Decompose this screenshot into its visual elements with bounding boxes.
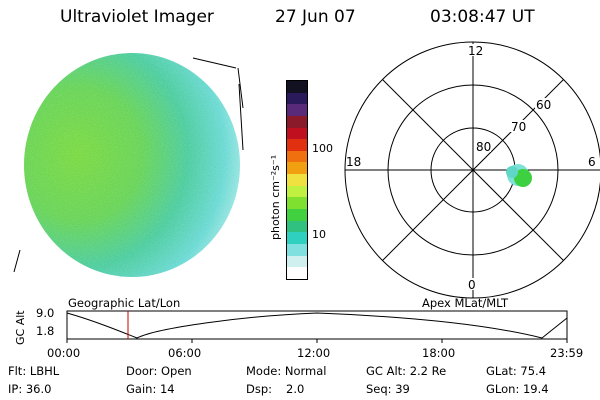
timeline-x-tick-1200: 12:00	[297, 346, 331, 360]
timeline-left-title: Geographic Lat/Lon	[68, 296, 181, 310]
svg-text:photon cm⁻²s⁻¹: photon cm⁻²s⁻¹	[269, 155, 282, 240]
timeline-x-tick-1800: 18:00	[422, 346, 456, 360]
colorbar-segment	[287, 115, 307, 128]
colorbar-segment	[287, 185, 307, 198]
altitude-curve	[66, 312, 568, 339]
polar-label-18: 18	[346, 155, 361, 169]
info-ip: IP: 36.0	[8, 382, 52, 396]
svg-text:GC Alt: GC Alt	[14, 310, 27, 345]
info-dsp-value: 2.0	[286, 382, 305, 396]
info-glon: GLon: 19.4	[486, 382, 549, 396]
info-gain: Gain: 14	[126, 382, 175, 396]
colorbar-segment	[287, 255, 307, 268]
timeline-x-tick-0600: 06:00	[168, 346, 202, 360]
uv-earth-image	[13, 53, 244, 277]
polar-label-lat80: 80	[476, 140, 491, 154]
polar-mlt-plot: 12 0 18 6 80 70 60	[344, 41, 600, 299]
timeline-y-tick-max: 9.0	[36, 306, 55, 320]
colorbar-segment	[287, 127, 307, 140]
polar-label-12: 12	[468, 44, 483, 58]
earth-disk-texture	[24, 53, 240, 277]
timeline-y-tick-min: 1.8	[36, 324, 55, 338]
colorbar-tick-10: 10	[312, 228, 326, 241]
colorbar-segment	[287, 174, 307, 186]
observation-date: 27 Jun 07	[275, 7, 356, 27]
polar-diagonal-2	[382, 79, 564, 261]
colorbar-segment	[287, 220, 307, 233]
colorbar-segment	[287, 243, 307, 256]
colorbar-segment	[287, 209, 307, 221]
timeline-frame	[66, 310, 568, 340]
info-filter: Flt: LBHL	[8, 364, 60, 378]
polar-label-6: 6	[588, 155, 596, 169]
colorbar-tick-100: 100	[312, 142, 333, 155]
colorbar-segment	[287, 232, 307, 244]
altitude-timeline	[66, 310, 568, 343]
info-gc-alt: GC Alt: 2.2 Re	[366, 364, 447, 378]
limb-arc-top	[192, 57, 237, 69]
instrument-title: Ultraviolet Imager	[60, 7, 214, 27]
timeline-y-axis-label: GC Alt	[14, 310, 27, 345]
timeline-x-tick-2359: 23:59	[550, 346, 584, 360]
colorbar	[286, 80, 308, 280]
colorbar-segment	[287, 197, 307, 210]
info-mode: Mode: Normal	[246, 364, 327, 378]
timeline-x-tick-0000: 00:00	[47, 346, 81, 360]
auroral-spot-outer	[506, 166, 518, 178]
colorbar-segment	[287, 92, 307, 105]
info-glat: GLat: 75.4	[486, 364, 547, 378]
info-door: Door: Open	[126, 364, 192, 378]
polar-label-0: 0	[468, 278, 476, 292]
auroral-spot-core	[514, 169, 532, 187]
polar-label-lat60: 60	[536, 98, 551, 112]
polar-label-lat70: 70	[511, 120, 526, 134]
timeline-right-title: Apex MLat/MLT	[422, 296, 509, 310]
limb-arc-left	[13, 249, 21, 273]
colorbar-unit-label: photon cm⁻²s⁻¹	[269, 155, 282, 240]
info-dsp-label: Dsp:	[246, 382, 273, 396]
info-seq: Seq: 39	[366, 382, 410, 396]
limb-arc-right	[237, 67, 244, 151]
colorbar-segment	[287, 267, 307, 279]
colorbar-segment	[287, 139, 307, 151]
colorbar-segment	[287, 150, 307, 163]
colorbar-segment	[287, 81, 307, 93]
colorbar-segment	[287, 104, 307, 116]
observation-time: 03:08:47 UT	[430, 7, 535, 27]
colorbar-segment	[287, 162, 307, 175]
